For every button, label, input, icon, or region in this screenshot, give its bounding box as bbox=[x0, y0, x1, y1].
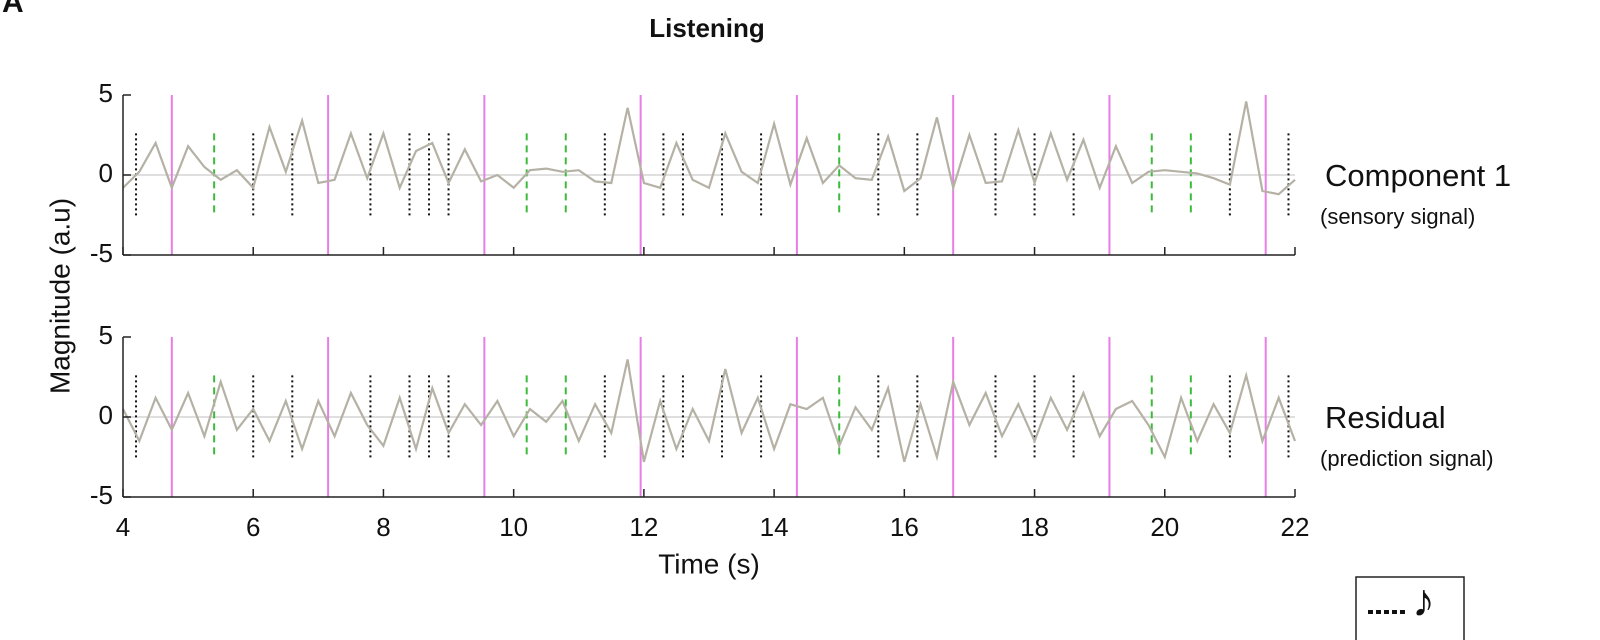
y-tick-label: -5 bbox=[90, 238, 113, 268]
x-tick-label: 10 bbox=[499, 512, 528, 542]
signal-line bbox=[122, 359, 1297, 463]
x-tick-label: 18 bbox=[1020, 512, 1049, 542]
x-axis-label: Time (s) bbox=[658, 548, 760, 579]
panel-letter: A bbox=[2, 0, 24, 19]
x-tick-label: 6 bbox=[246, 512, 260, 542]
legend-symbol: ♪ bbox=[1412, 574, 1435, 626]
y-tick-label: 5 bbox=[99, 78, 113, 108]
panel-sublabel: (prediction signal) bbox=[1320, 446, 1494, 471]
y-tick-label: 0 bbox=[99, 400, 113, 430]
panel-label: Residual bbox=[1325, 400, 1446, 435]
signal-line bbox=[122, 101, 1296, 196]
x-tick-label: 8 bbox=[376, 512, 390, 542]
x-tick-label: 4 bbox=[116, 512, 130, 542]
y-tick-label: 0 bbox=[99, 158, 113, 188]
chart-title: Listening bbox=[649, 13, 765, 43]
x-tick-label: 22 bbox=[1281, 512, 1310, 542]
panel-sublabel: (sensory signal) bbox=[1320, 204, 1475, 229]
y-tick-label: -5 bbox=[90, 480, 113, 510]
x-tick-label: 14 bbox=[760, 512, 789, 542]
y-axis-label: Magnitude (a.u) bbox=[44, 198, 75, 394]
panel-label: Component 1 bbox=[1325, 158, 1511, 193]
x-tick-label: 16 bbox=[890, 512, 919, 542]
x-tick-label: 12 bbox=[629, 512, 658, 542]
y-tick-label: 5 bbox=[99, 320, 113, 350]
x-tick-label: 20 bbox=[1150, 512, 1179, 542]
legend-box bbox=[1355, 576, 1465, 640]
